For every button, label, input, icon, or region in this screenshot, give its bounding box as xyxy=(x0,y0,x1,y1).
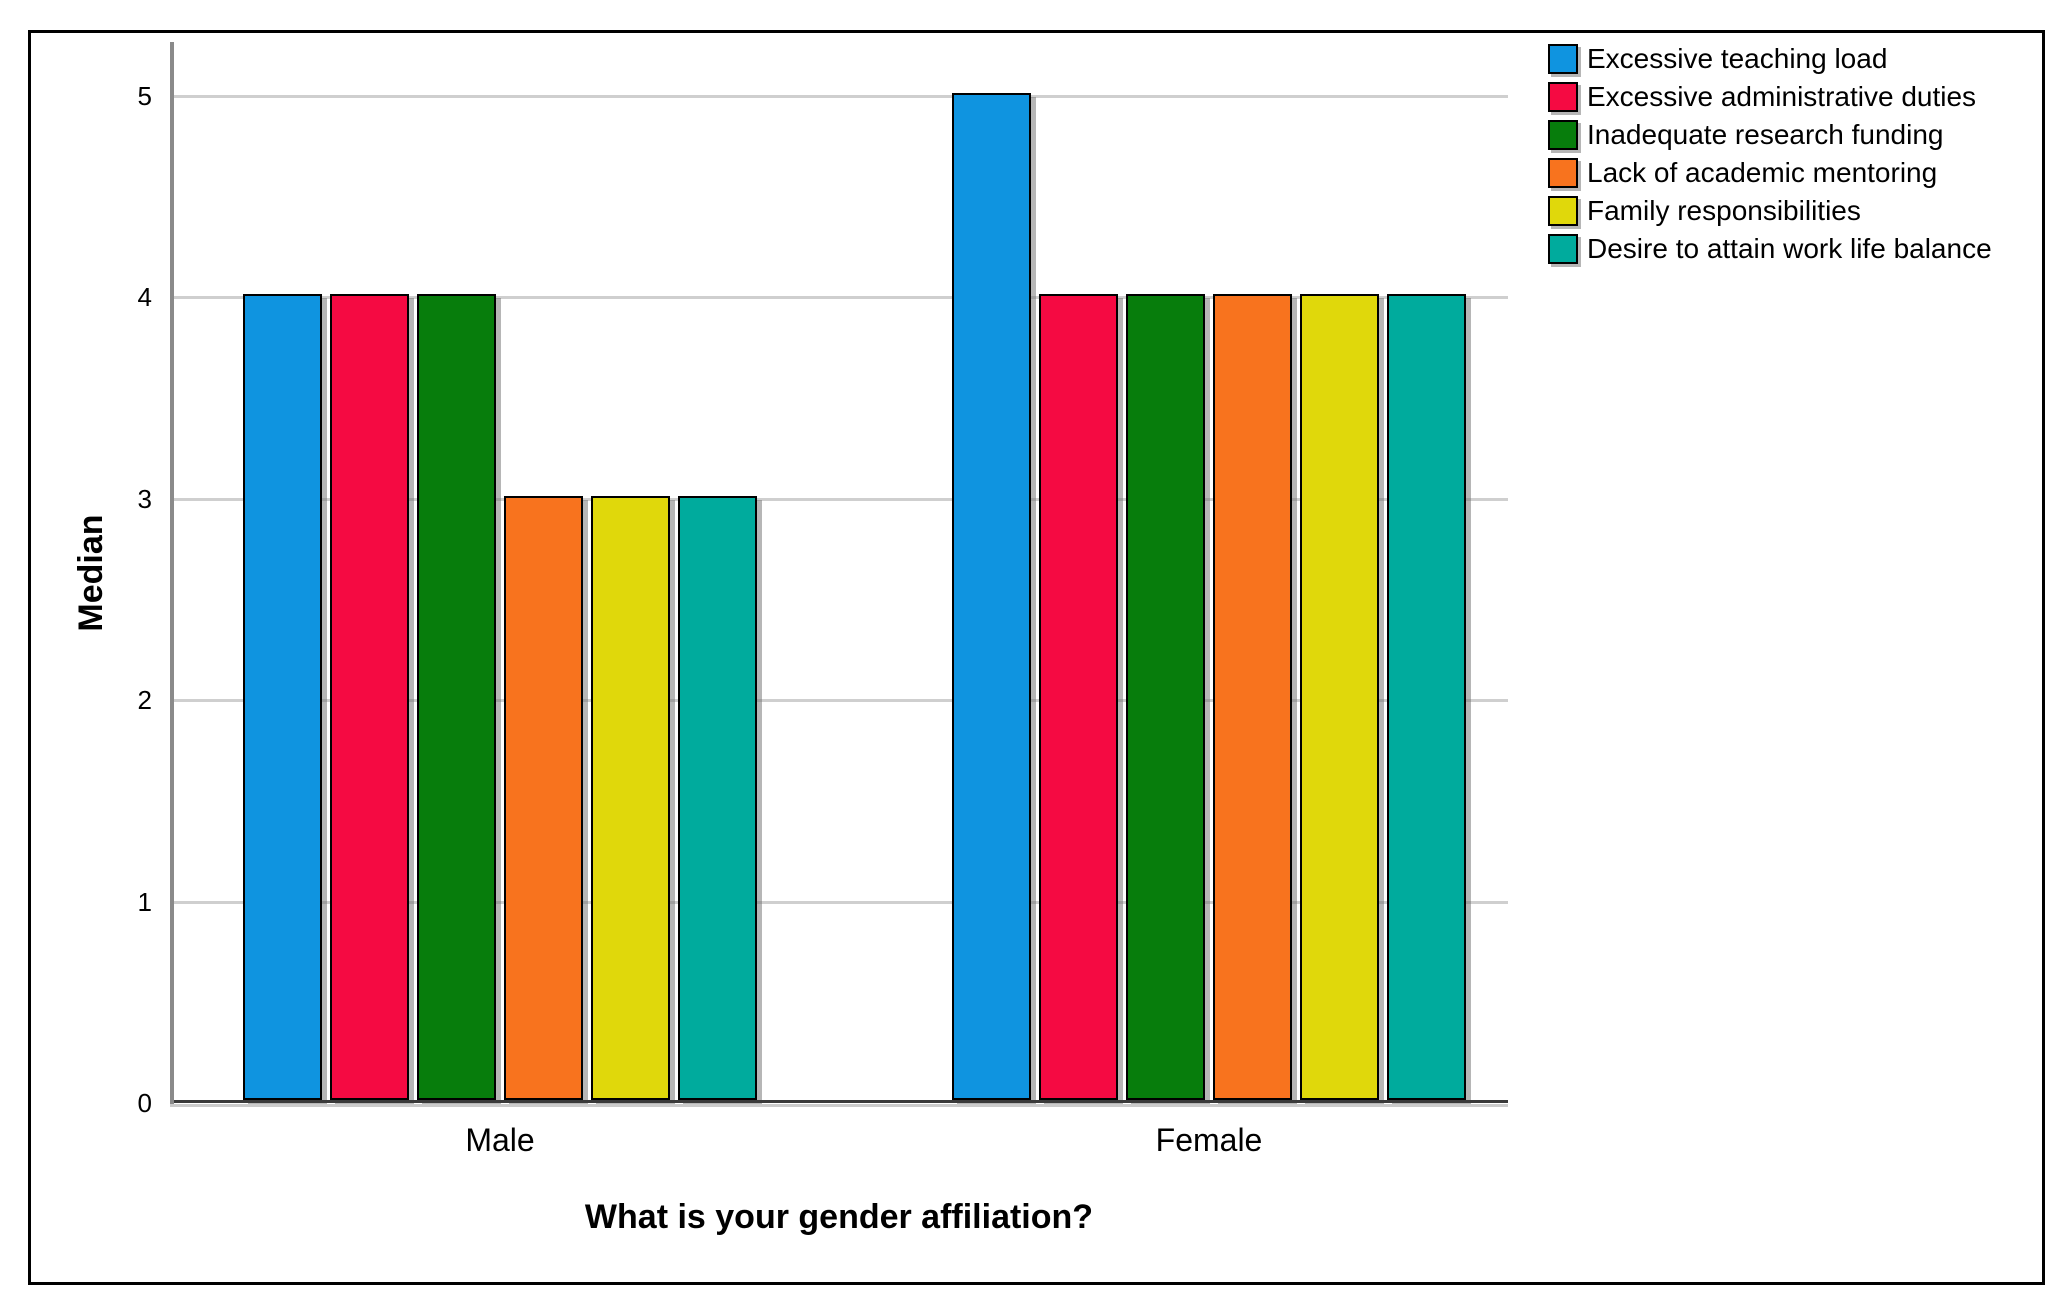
bar-female-5 xyxy=(1300,294,1379,1100)
legend-swatch-icon xyxy=(1548,82,1578,112)
y-axis-line xyxy=(170,42,174,1104)
gridline-y-3 xyxy=(170,497,1508,501)
legend-swatch-icon xyxy=(1548,158,1578,188)
bar-female-1 xyxy=(952,93,1031,1100)
gridline-y-1 xyxy=(170,900,1508,904)
legend-swatch-icon xyxy=(1548,120,1578,150)
legend-swatch-icon xyxy=(1548,234,1578,264)
legend-label: Inadequate research funding xyxy=(1587,119,1944,150)
gridline-y-5 xyxy=(170,95,1508,98)
y-tick-label-2: 2 xyxy=(137,685,152,716)
legend-swatch-icon xyxy=(1548,196,1578,226)
legend-label: Excessive administrative duties xyxy=(1587,81,1977,112)
x-axis-title: What is your gender affiliation? xyxy=(584,1198,1094,1236)
category-label-male: Male xyxy=(465,1122,535,1158)
bar-male-4 xyxy=(504,496,583,1100)
bar-male-2 xyxy=(330,294,409,1100)
y-tick-label-0: 0 xyxy=(137,1088,152,1118)
bar-male-6 xyxy=(678,496,757,1100)
legend-label: Excessive teaching load xyxy=(1587,43,1888,74)
bar-female-3 xyxy=(1126,294,1205,1100)
x-axis-line xyxy=(170,1100,1508,1103)
legend: Excessive teaching load Excessive adminis… xyxy=(1548,44,1992,272)
plot-area xyxy=(170,42,1508,1102)
legend-swatch-icon xyxy=(1548,44,1578,74)
y-tick-label-5: 5 xyxy=(137,81,152,111)
legend-item-4: Lack of academic mentoring xyxy=(1548,158,1992,188)
gridline-y-4 xyxy=(170,296,1508,300)
legend-label: Family responsibilities xyxy=(1587,195,1861,226)
legend-item-3: Inadequate research funding xyxy=(1548,120,1992,150)
legend-item-2: Excessive administrative duties xyxy=(1548,82,1992,112)
bar-female-6 xyxy=(1387,294,1466,1100)
bar-male-5 xyxy=(591,496,670,1100)
y-tick-label-3: 3 xyxy=(137,483,152,514)
bar-female-4 xyxy=(1213,294,1292,1100)
legend-item-5: Family responsibilities xyxy=(1548,196,1992,226)
category-label-female: Female xyxy=(1155,1122,1263,1158)
bar-male-3 xyxy=(417,294,496,1100)
legend-label: Desire to attain work life balance xyxy=(1587,233,1992,264)
gridline-y-2 xyxy=(170,699,1508,703)
legend-label: Lack of academic mentoring xyxy=(1587,157,1938,188)
outer-border-frame xyxy=(28,30,2045,1285)
legend-item-6: Desire to attain work life balance xyxy=(1548,234,1992,264)
bar-male-1 xyxy=(243,294,322,1100)
bar-female-2 xyxy=(1039,294,1118,1100)
y-tick-label-4: 4 xyxy=(137,282,152,313)
legend-item-1: Excessive teaching load xyxy=(1548,44,1992,74)
y-tick-label-1: 1 xyxy=(137,886,152,917)
y-axis-title: Median xyxy=(72,514,110,632)
